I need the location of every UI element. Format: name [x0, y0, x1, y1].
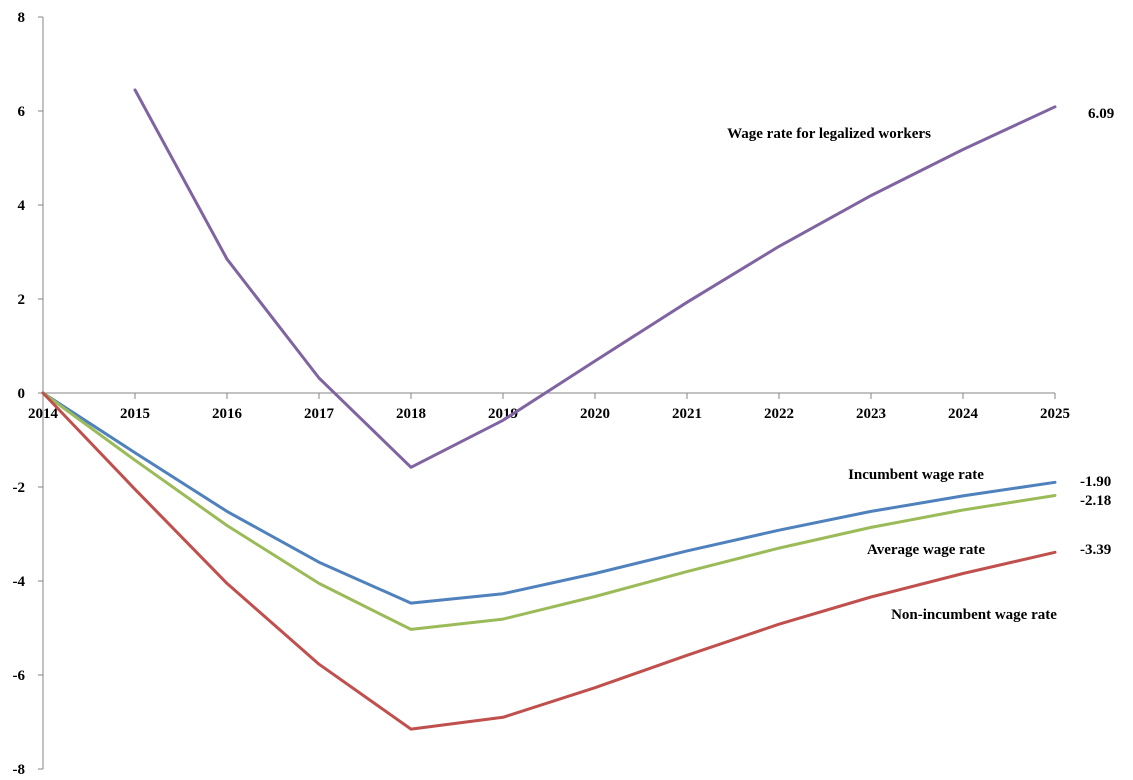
series-name-label: Wage rate for legalized workers — [727, 126, 931, 142]
y-tick-label: 6 — [18, 104, 26, 120]
y-tick-label: 0 — [18, 386, 26, 402]
y-tick-label: -8 — [13, 762, 26, 778]
x-tick-label: 2018 — [396, 406, 426, 422]
series-name-label: Average wage rate — [867, 542, 985, 558]
series-line-2 — [41, 391, 1057, 605]
series-end-value-label: -3.39 — [1080, 542, 1111, 558]
y-tick-label: 2 — [18, 292, 26, 308]
x-tick-label: 2021 — [672, 406, 702, 422]
series-line-1 — [133, 88, 1057, 469]
series-lines — [41, 88, 1057, 731]
x-tick-label: 2023 — [856, 406, 886, 422]
x-tick-label: 2025 — [1040, 406, 1070, 422]
x-tick-label: 2017 — [304, 406, 335, 422]
series-name-label: Incumbent wage rate — [848, 467, 984, 483]
y-tick-label: 8 — [18, 10, 26, 26]
annotations: Wage rate for legalized workers Incumbent… — [727, 106, 1114, 623]
x-tick-label: 2020 — [580, 406, 610, 422]
x-tick-label: 2014 — [28, 406, 59, 422]
x-tick-label: 2016 — [212, 406, 243, 422]
series-end-value-label: -2.18 — [1080, 493, 1111, 509]
y-tick-label: 4 — [18, 198, 26, 214]
series-name-label: Non-incumbent wage rate — [891, 607, 1057, 623]
x-tick-label: 2015 — [120, 406, 150, 422]
series-end-value-label: 6.09 — [1088, 106, 1114, 122]
y-tick-label: -6 — [13, 668, 26, 684]
x-tick-label: 2019 — [488, 406, 518, 422]
x-tick-label: 2022 — [764, 406, 794, 422]
x-tick-label: 2024 — [948, 406, 979, 422]
series-line-4 — [41, 391, 1057, 731]
series-line-3 — [41, 391, 1057, 631]
y-tick-label: -4 — [13, 574, 26, 590]
series-end-value-label: -1.90 — [1080, 474, 1111, 490]
axes: -8 -6 -4 -2 0 2 4 6 8 2014 2015 2016 2017 2018 2019 202… — [13, 10, 1071, 778]
y-tick-label: -2 — [13, 480, 26, 496]
